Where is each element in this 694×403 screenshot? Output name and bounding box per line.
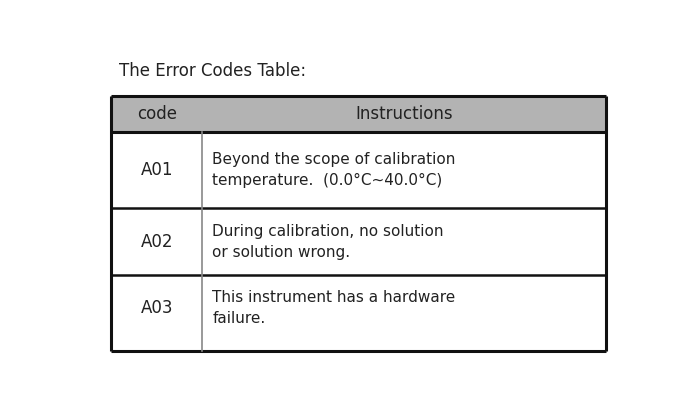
Text: The Error Codes Table:: The Error Codes Table: [119,62,306,80]
Text: Instructions: Instructions [355,105,453,123]
Bar [111,96,606,132]
Bar [111,275,606,342]
Text: During calibration, no solution
or solution wrong.: During calibration, no solution or solut… [212,224,443,260]
Text: This instrument has a hardware
failure.: This instrument has a hardware failure. [212,290,455,326]
Bar [111,208,606,275]
Text: code: code [137,105,177,123]
Text: A02: A02 [140,233,173,251]
Text: A03: A03 [140,299,173,317]
Text: Beyond the scope of calibration
temperature.  (0.0°C~40.0°C): Beyond the scope of calibration temperat… [212,152,455,188]
Text: A01: A01 [140,161,173,179]
Bar [111,132,606,208]
